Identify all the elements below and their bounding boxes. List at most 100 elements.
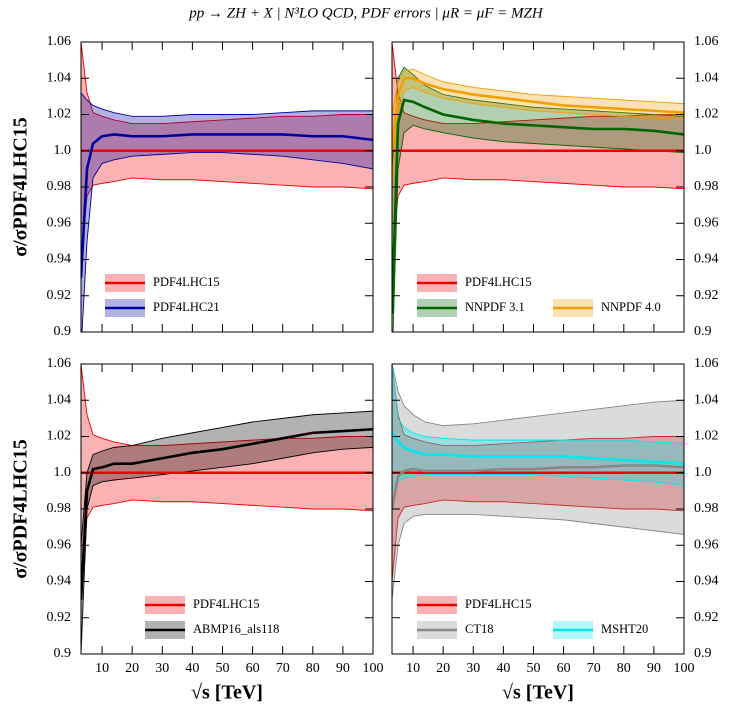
error-band (392, 69, 684, 187)
y-tick-label: 0.98 (694, 179, 719, 194)
y-tick-label: 1.0 (694, 143, 712, 158)
x-tick-label: 30 (155, 661, 169, 676)
x-tick-label: 90 (647, 661, 661, 676)
y-tick-label: 1.0 (54, 143, 72, 158)
y-tick-label: 1.04 (47, 70, 72, 85)
y-tick-label: 0.9 (694, 646, 712, 661)
band-lower-edge (392, 513, 684, 600)
plot-area (81, 364, 373, 654)
y-tick-label: 0.92 (47, 610, 72, 625)
error-band (392, 67, 684, 332)
legend-label: CT18 (465, 622, 493, 636)
band-lower-edge (392, 124, 684, 332)
band-upper-edge (392, 364, 684, 427)
legend-label: MSHT20 (601, 622, 648, 636)
band-upper-edge (81, 364, 373, 447)
x-tick-label: 10 (406, 661, 420, 676)
y-tick-label: 1.04 (47, 392, 72, 407)
y-tick-label: 0.94 (47, 252, 72, 267)
band-upper-edge (392, 364, 684, 445)
x-tick-label: 100 (674, 661, 695, 676)
central-line (81, 427, 373, 600)
band-lower-edge (81, 177, 373, 260)
central-line (81, 133, 373, 278)
error-band (392, 364, 684, 600)
y-tick-label: 0.96 (47, 215, 72, 230)
y-tick-label: 1.0 (54, 465, 72, 480)
y-tick-label: 1.04 (694, 392, 719, 407)
y-tick-label: 1.02 (694, 107, 719, 122)
band-lower-edge (392, 86, 684, 188)
y-tick-label: 0.94 (694, 252, 719, 267)
x-tick-label: 80 (617, 661, 631, 676)
x-tick-label: 100 (363, 661, 384, 676)
y-tick-label: 0.92 (694, 288, 719, 303)
y-tick-label: 0.9 (54, 324, 72, 339)
x-tick-label: 60 (557, 661, 571, 676)
plot-area (392, 42, 684, 332)
x-axis-label: √s [TeV] (191, 682, 263, 704)
x-tick-label: 40 (185, 661, 199, 676)
x-tick-label: 50 (215, 661, 229, 676)
y-tick-label: 1.02 (47, 107, 72, 122)
central-line (392, 76, 684, 151)
legend-label: NNPDF 4.0 (601, 300, 661, 314)
error-band (81, 92, 373, 332)
central-line (392, 464, 684, 510)
y-tick-label: 1.06 (694, 356, 719, 371)
y-tick-label: 0.94 (47, 574, 72, 589)
y-tick-label: 0.96 (694, 215, 719, 230)
legend-label: PDF4LHC15 (153, 275, 220, 289)
y-tick-label: 0.9 (694, 324, 712, 339)
band-upper-edge (81, 92, 373, 117)
x-tick-label: 20 (125, 661, 139, 676)
x-tick-label: 20 (436, 661, 450, 676)
y-tick-label: 1.02 (47, 429, 72, 444)
x-tick-label: 60 (246, 661, 260, 676)
x-tick-label: 90 (336, 661, 350, 676)
y-tick-label: 0.96 (47, 537, 72, 552)
band-upper-edge (392, 68, 684, 115)
y-tick-label: 1.06 (47, 356, 72, 371)
plot-area (81, 42, 373, 332)
figure-title: pp → ZH + X | N³LO QCD, PDF errors | μR … (188, 5, 544, 21)
x-tick-label: 70 (587, 661, 601, 676)
y-tick-label: 0.98 (694, 501, 719, 516)
band-upper-edge (81, 42, 373, 125)
band-upper-edge (392, 364, 684, 447)
x-tick-label: 50 (526, 661, 540, 676)
y-tick-label: 1.06 (47, 34, 72, 49)
legend-label: PDF4LHC15 (465, 597, 532, 611)
legend-label: PDF4LHC15 (193, 597, 260, 611)
x-tick-label: 10 (95, 661, 109, 676)
band-lower-edge (392, 177, 684, 260)
x-tick-label: 30 (466, 661, 480, 676)
y-tick-label: 0.98 (47, 179, 72, 194)
x-tick-label: 80 (306, 661, 320, 676)
legend-label: PDF4LHC15 (465, 275, 532, 289)
legend-label: ABMP16_als118 (193, 622, 279, 636)
y-tick-label: 0.92 (694, 610, 719, 625)
central-line (392, 98, 684, 314)
x-tick-label: 70 (276, 661, 290, 676)
band-lower-edge (392, 499, 684, 582)
band-lower-edge (81, 499, 373, 582)
band-lower-edge (392, 474, 684, 492)
y-tick-label: 0.98 (47, 501, 72, 516)
y-tick-label: 1.0 (694, 465, 712, 480)
band-upper-edge (392, 66, 684, 169)
plot-area (392, 364, 684, 600)
y-tick-label: 1.02 (694, 429, 719, 444)
y-tick-label: 1.06 (694, 34, 719, 49)
y-tick-label: 0.96 (694, 537, 719, 552)
y-axis-label: σ/σPDF4LHC15 (10, 117, 32, 257)
y-axis-label: σ/σPDF4LHC15 (10, 439, 32, 579)
y-tick-label: 1.04 (694, 70, 719, 85)
y-tick-label: 0.94 (694, 574, 719, 589)
x-axis-label: √s [TeV] (502, 682, 574, 704)
legend-label: NNPDF 3.1 (465, 300, 525, 314)
x-tick-label: 40 (496, 661, 510, 676)
legend-label: PDF4LHC21 (153, 300, 220, 314)
y-tick-label: 0.92 (47, 288, 72, 303)
